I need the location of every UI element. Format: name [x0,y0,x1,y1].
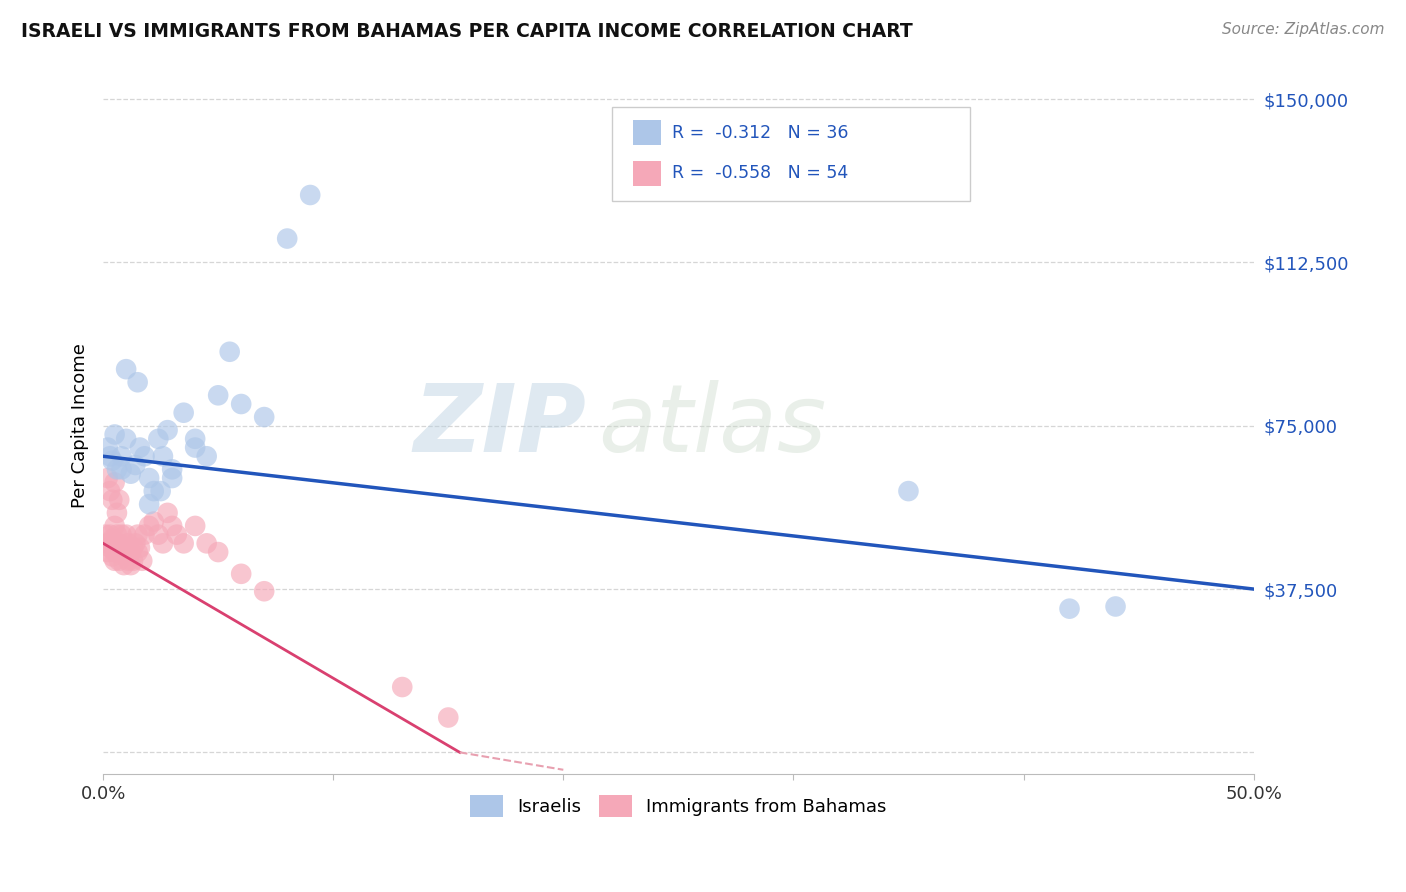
Point [108,554,131,568]
Point [97,471,120,485]
Point [110,545,132,559]
Point [104,536,127,550]
Text: atlas: atlas [598,380,827,471]
Point [117,536,139,550]
Point [1059,601,1081,615]
Point [110,462,132,476]
Point [97,545,120,559]
Point [129,541,152,555]
Point [138,519,160,533]
Point [120,467,142,481]
Point [124,458,146,472]
Point [138,471,160,485]
Point [98,541,121,555]
Point [156,506,179,520]
Point [108,492,131,507]
Point [148,527,170,541]
Point [101,492,124,507]
Point [127,376,149,390]
Point [156,423,179,437]
Point [207,388,229,402]
Point [160,519,183,533]
Point [138,497,160,511]
Point [166,527,188,541]
Point [173,536,195,550]
Point [122,554,145,568]
Point [173,406,195,420]
Point [134,527,156,541]
Text: Source: ZipAtlas.com: Source: ZipAtlas.com [1222,22,1385,37]
Point [98,484,121,499]
Point [142,515,165,529]
Point [1104,599,1126,614]
Point [120,558,142,573]
Point [98,450,121,464]
Point [110,450,132,464]
Point [124,536,146,550]
Point [104,427,127,442]
Text: ISRAELI VS IMMIGRANTS FROM BAHAMAS PER CAPITA INCOME CORRELATION CHART: ISRAELI VS IMMIGRANTS FROM BAHAMAS PER C… [21,22,912,41]
Text: ZIP: ZIP [413,380,586,472]
Point [160,462,183,476]
Point [131,554,153,568]
Text: R =  -0.558   N = 54: R = -0.558 N = 54 [672,164,848,182]
Point [115,545,138,559]
Point [231,397,253,411]
Point [184,519,207,533]
Point [112,558,135,573]
Point [253,410,276,425]
Point [110,527,132,541]
Point [253,584,276,599]
Point [117,554,139,568]
Point [149,484,172,499]
Point [98,527,121,541]
Point [231,566,253,581]
Point [129,441,152,455]
Text: R =  -0.312   N = 36: R = -0.312 N = 36 [672,124,849,142]
Point [299,188,322,202]
Point [218,344,240,359]
Point [104,519,127,533]
Point [104,545,127,559]
Point [195,536,218,550]
Point [152,536,174,550]
Point [94,527,117,541]
Point [97,536,120,550]
Point [97,441,120,455]
Point [207,545,229,559]
Point [134,450,156,464]
Point [142,484,165,499]
Point [897,484,920,499]
Point [115,432,138,446]
Point [101,532,124,546]
Point [195,450,218,464]
Point [152,450,174,464]
Point [160,471,183,485]
Point [105,527,128,541]
Point [120,545,142,559]
Point [105,462,128,476]
Point [391,680,413,694]
Point [112,541,135,555]
Point [105,506,128,520]
Legend: Israelis, Immigrants from Bahamas: Israelis, Immigrants from Bahamas [463,788,894,824]
Y-axis label: Per Capita Income: Per Capita Income [72,343,89,508]
Point [127,527,149,541]
Point [437,710,460,724]
Point [104,475,127,490]
Point [276,231,298,245]
Point [122,541,145,555]
Point [101,453,124,467]
Point [104,554,127,568]
Point [101,549,124,564]
Point [184,432,207,446]
Point [115,527,138,541]
Point [105,545,128,559]
Point [115,362,138,376]
Point [127,545,149,559]
Point [184,441,207,455]
Point [148,432,170,446]
Point [108,536,131,550]
